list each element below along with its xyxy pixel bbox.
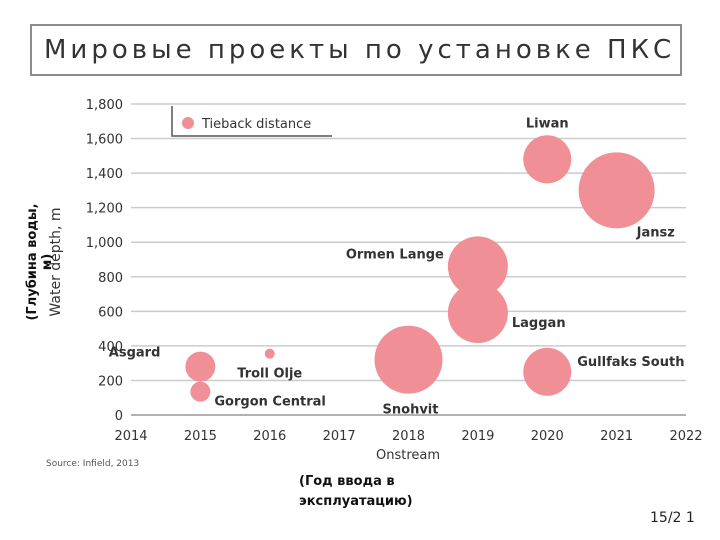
bubble xyxy=(190,381,211,402)
x-tick-label: 2020 xyxy=(531,429,564,444)
bubble-label: Troll Olje xyxy=(237,367,302,382)
y-tick-label: 1,600 xyxy=(86,133,123,148)
bubble-label: Ormen Lange xyxy=(346,247,444,262)
bubble-label: Gullfaks South xyxy=(577,355,684,370)
bubble xyxy=(447,236,508,297)
x-tick-label: 2016 xyxy=(253,429,286,444)
y-tick-labels: 0 200 400 600 800 1,000 1,200 1,400 1,600 1,800 xyxy=(86,98,123,424)
y-tick-label: 0 xyxy=(115,409,123,424)
y-tick-label: 800 xyxy=(98,271,123,286)
bubble xyxy=(523,347,572,396)
bubble xyxy=(447,283,508,344)
legend-marker xyxy=(182,117,194,129)
slide-title: Мировые проекты по установке ПКС xyxy=(30,24,682,76)
y-tick-label: 400 xyxy=(98,340,123,355)
bubble xyxy=(264,348,275,359)
bubble-label: Snohvit xyxy=(383,403,439,418)
y-tick-label: 1,200 xyxy=(86,202,123,217)
x-tick-label: 2021 xyxy=(600,429,633,444)
legend-frame xyxy=(171,106,332,137)
bubbles xyxy=(185,135,655,402)
legend: Tieback distance xyxy=(171,106,332,137)
bubble-label: Gorgon Central xyxy=(214,395,326,410)
page-number: 15/2 1 xyxy=(650,510,695,526)
grid-lines xyxy=(131,103,686,416)
x-tick-label: 2015 xyxy=(184,429,217,444)
bubble-chart: 0 200 400 600 800 1,000 1,200 1,400 1,600 1,800 2… xyxy=(46,98,703,469)
y-tick-label: 1,800 xyxy=(86,98,123,113)
y-tick-label: 1,000 xyxy=(86,236,123,251)
x-tick-label: 2018 xyxy=(392,429,425,444)
bubble-label: Laggan xyxy=(512,316,566,331)
y-axis-label: Water depth, m xyxy=(48,207,64,316)
bubble xyxy=(578,152,655,229)
bubble-labels: Asgard Gorgon Central Troll Olje Snohvit Orm… xyxy=(109,116,685,417)
bubble xyxy=(185,351,216,382)
x-axis-label-ru: (Год ввода в эксплуатацию) xyxy=(299,474,413,509)
y-tick-label: 200 xyxy=(98,374,123,389)
bubble-label: Jansz xyxy=(636,225,675,240)
y-tick-label: 600 xyxy=(98,305,123,320)
x-tick-label: 2019 xyxy=(461,429,494,444)
x-tick-label: 2014 xyxy=(114,429,147,444)
y-axis-label-ru: (Глубина воды, м) xyxy=(25,203,55,321)
bubble xyxy=(374,325,443,394)
source-note: Source: Infield, 2013 xyxy=(46,459,139,469)
bubble-label: Asgard xyxy=(109,346,161,361)
x-tick-label: 2022 xyxy=(669,429,702,444)
x-tick-label: 2017 xyxy=(323,429,356,444)
bubble xyxy=(523,135,572,184)
bubble-label: Liwan xyxy=(526,116,569,131)
x-tick-labels: 2014 2015 2016 2017 2018 2019 2020 2021 2022 xyxy=(114,429,702,444)
y-tick-label: 1,400 xyxy=(86,167,123,182)
x-axis-label: Onstream xyxy=(376,448,440,463)
legend-entry: Tieback distance xyxy=(201,117,311,132)
